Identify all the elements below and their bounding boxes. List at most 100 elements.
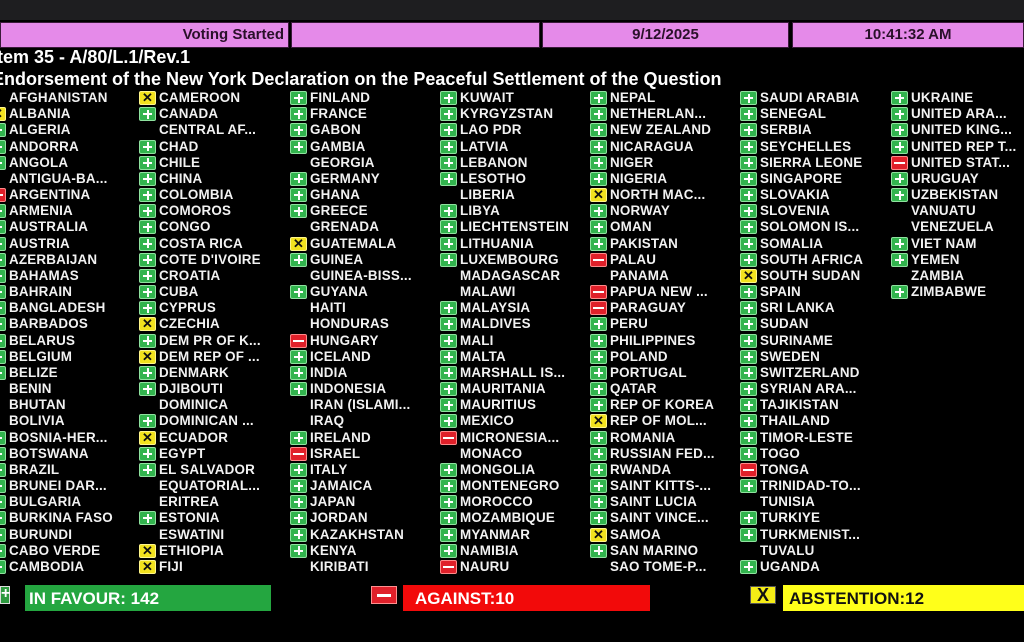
vote-yes-icon [290, 495, 307, 510]
vote-yes-icon [290, 543, 307, 558]
country-name: DJIBOUTI [159, 381, 224, 397]
vote-yes-icon [740, 123, 757, 138]
country-name: GHANA [310, 187, 361, 203]
vote-yes-icon [290, 107, 307, 122]
vote-yes-icon [740, 398, 757, 413]
vote-yes-icon [740, 446, 757, 461]
country-name: MALI [460, 332, 494, 348]
vote-yes-icon [139, 462, 156, 477]
vote-yes-icon [740, 479, 757, 494]
country-name: ESTONIA [159, 510, 220, 526]
against-icon [371, 586, 397, 604]
vote-yes-icon [290, 430, 307, 445]
country-name: MALAYSIA [460, 300, 531, 316]
country-name: SWEDEN [760, 348, 820, 364]
country-name: AUSTRIA [9, 235, 70, 251]
country-name: ETHIOPIA [159, 542, 224, 558]
country-name: GUATEMALA [310, 235, 397, 251]
country-name: URUGUAY [911, 170, 979, 186]
country-name: LIECHTENSTEIN [460, 219, 569, 235]
vote-yes-icon [440, 317, 457, 332]
vote-yes-icon [290, 349, 307, 364]
vote-yes-icon [891, 188, 908, 203]
country-name: VANUATU [911, 203, 976, 219]
agenda-item: Item 35 - A/80/L.1/Rev.1 [0, 47, 191, 67]
vote-abstain-icon: ✕ [590, 527, 607, 542]
against-total: AGAINST:10 [403, 585, 650, 611]
vote-yes-icon [590, 317, 607, 332]
country-name: SPAIN [760, 284, 801, 300]
vote-yes-icon [740, 527, 757, 542]
country-name: HUNGARY [310, 332, 379, 348]
country-name: IRELAND [310, 429, 371, 445]
vote-yes-icon [290, 204, 307, 219]
country-name: BURKINA FASO [9, 510, 113, 526]
country-name: SEYCHELLES [760, 138, 852, 154]
country-name: COLOMBIA [159, 187, 234, 203]
vote-yes-icon [139, 511, 156, 526]
country-name: DOMINICA [159, 397, 229, 413]
vote-yes-icon [139, 365, 156, 380]
country-name: AZERBAIJAN [9, 251, 98, 267]
country-name: TUVALU [760, 542, 815, 558]
vote-yes-icon [0, 495, 6, 510]
country-name: ARGENTINA [9, 187, 91, 203]
vote-yes-icon [440, 365, 457, 380]
vote-yes-icon [139, 285, 156, 300]
vote-yes-icon [891, 236, 908, 251]
country-name: SOUTH AFRICA [760, 251, 864, 267]
vote-yes-icon [139, 333, 156, 348]
vote-yes-icon [0, 204, 6, 219]
country-name: KIRIBATI [310, 558, 369, 574]
country-name: PANAMA [610, 267, 669, 283]
country-name: NEW ZEALAND [610, 122, 712, 138]
vote-abstain-icon: ✕ [740, 268, 757, 283]
country-name: GAMBIA [310, 138, 366, 154]
country-name: LUXEMBOURG [460, 251, 559, 267]
vote-no-icon [590, 301, 607, 316]
country-name: SINGAPORE [760, 170, 843, 186]
country-name: MOROCCO [460, 494, 533, 510]
vote-yes-icon [0, 511, 6, 526]
country-name: BOSNIA-HER... [9, 429, 108, 445]
vote-yes-icon [740, 382, 757, 397]
vote-yes-icon [440, 479, 457, 494]
vote-yes-icon [290, 171, 307, 186]
vote-yes-icon [139, 236, 156, 251]
vote-yes-icon [0, 139, 6, 154]
country-name: ZIMBABWE [911, 284, 987, 300]
country-name: TURKIYE [760, 510, 821, 526]
country-name: SOUTH SUDAN [760, 267, 861, 283]
vote-yes-icon [590, 220, 607, 235]
country-name: GREECE [310, 203, 368, 219]
country-name: DOMINICAN ... [159, 413, 254, 429]
country-name: SURINAME [760, 332, 834, 348]
vote-yes-icon [0, 559, 6, 574]
country-name: UZBEKISTAN [911, 187, 999, 203]
vote-yes-icon [139, 188, 156, 203]
vote-yes-icon [139, 107, 156, 122]
vote-yes-icon [290, 462, 307, 477]
country-name: INDIA [310, 364, 348, 380]
vote-yes-icon [0, 430, 6, 445]
resolution-title: Endorsement of the New York Declaration … [0, 69, 722, 89]
vote-yes-icon [440, 333, 457, 348]
country-name: COMOROS [159, 203, 232, 219]
country-name: MYANMAR [460, 526, 531, 542]
country-name: NEPAL [610, 90, 656, 105]
voting-status: Voting Started [0, 22, 289, 48]
vote-yes-icon [0, 155, 6, 170]
country-name: MAURITIUS [460, 397, 537, 413]
country-name: CABO VERDE [9, 542, 101, 558]
vote-yes-icon [139, 220, 156, 235]
country-name: MALDIVES [460, 316, 531, 332]
country-name: PHILIPPINES [610, 332, 696, 348]
vote-yes-icon [139, 204, 156, 219]
vote-yes-icon [0, 285, 6, 300]
vote-abstain-icon: ✕ [139, 317, 156, 332]
vote-yes-icon [440, 398, 457, 413]
vote-yes-icon [590, 430, 607, 445]
vote-yes-icon [740, 204, 757, 219]
country-name: GUYANA [310, 284, 368, 300]
vote-abstain-icon: ✕ [139, 349, 156, 364]
